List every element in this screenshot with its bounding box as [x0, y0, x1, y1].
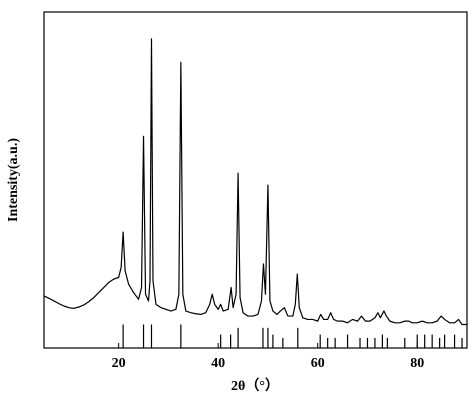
- x-tick-label: 40: [211, 356, 225, 371]
- pattern-line: [43, 38, 467, 326]
- x-tick-label: 60: [311, 356, 325, 371]
- y-axis-label: Intensity(a.u.): [6, 138, 21, 222]
- plot-frame: [43, 11, 468, 349]
- x-axis-label: 2θ（°）: [231, 378, 279, 394]
- x-tick-label: 80: [410, 356, 424, 371]
- x-tick-label: 20: [112, 356, 126, 371]
